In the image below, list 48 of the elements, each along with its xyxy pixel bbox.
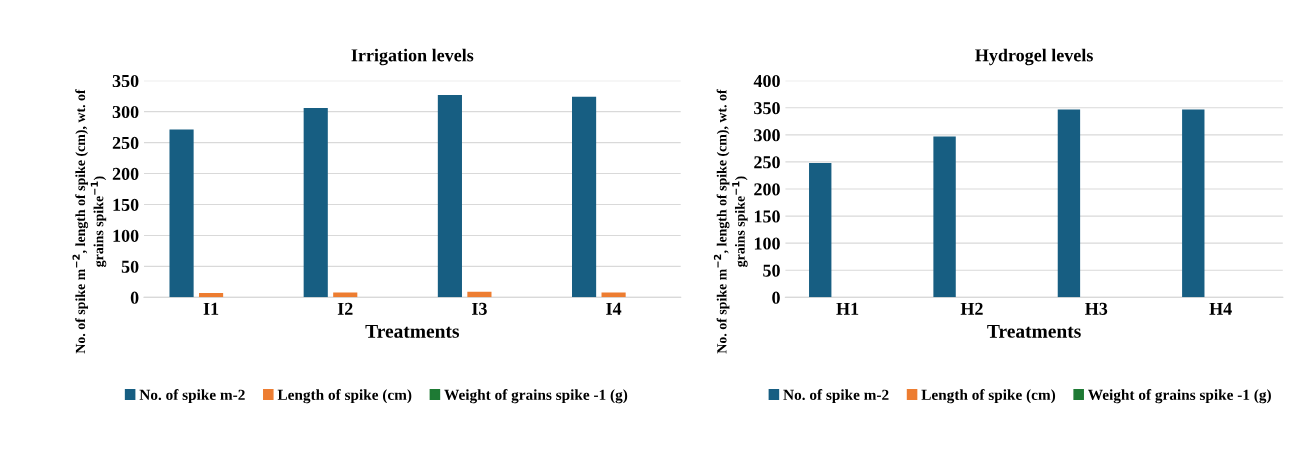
y-tick-label: 300 <box>112 105 139 119</box>
y-tick-label: 200 <box>112 167 139 180</box>
y-tick-label: 150 <box>113 198 139 211</box>
x-tick-label: H1 <box>836 302 859 315</box>
y-tick-label: 100 <box>754 237 780 250</box>
y-tick-label: 0 <box>130 291 139 304</box>
bar <box>601 292 626 298</box>
legend-label: Weight of grains spike -1 (g) <box>1088 389 1271 404</box>
y-axis-title: No. of spike m$^{−2}$, length of spike (cm), wt. of grains spike$^{−1}$) <box>713 89 748 354</box>
y-tick-label: 50 <box>121 260 139 273</box>
y-tick-label: 350 <box>112 74 139 88</box>
x-tick-label: H4 <box>1209 302 1232 315</box>
x-axis-title: Treatments <box>365 324 460 338</box>
y-tick-label: 300 <box>754 129 780 142</box>
y-tick-label: 100 <box>113 229 139 242</box>
bar <box>809 163 832 298</box>
bar <box>333 292 358 298</box>
x-tick-label: I4 <box>606 302 622 315</box>
x-tick-label: I2 <box>337 302 353 315</box>
y-tick-label: 50 <box>763 264 780 277</box>
y-tick-label: 200 <box>754 183 780 196</box>
bar <box>169 129 194 298</box>
bar <box>572 96 597 298</box>
y-tick-label: 0 <box>772 291 780 304</box>
y-axis-title: No. of spike m$^{−2}$, length of spike (cm), wt. of grains spike$^{−1}$) <box>72 89 107 354</box>
bar <box>437 94 462 298</box>
bar <box>199 293 224 298</box>
x-tick-label: I3 <box>472 302 487 315</box>
x-axis-title: Treatments <box>987 324 1081 338</box>
bar <box>933 136 956 298</box>
legend-label: Length of spike (cm) <box>921 389 1056 404</box>
x-tick-label: H3 <box>1085 302 1108 315</box>
y-tick-label: 250 <box>112 136 139 150</box>
y-tick-label: 350 <box>754 102 780 115</box>
legend-label: No. of spike m-2 <box>139 389 245 404</box>
y-tick-label: 250 <box>754 156 780 169</box>
bar <box>303 107 328 298</box>
chart-title: Irrigation levels <box>351 48 474 66</box>
x-tick-label: I1 <box>203 302 219 315</box>
x-tick-label: H2 <box>960 302 983 315</box>
bar <box>1182 109 1205 298</box>
legend-label: Weight of grains spike -1 (g) <box>444 389 628 404</box>
chart-title: Hydrogel levels <box>975 48 1093 66</box>
legend-label: Length of spike (cm) <box>277 389 412 404</box>
y-tick-label: 400 <box>753 74 780 88</box>
legend-label: No. of spike m-2 <box>783 389 889 404</box>
bar <box>1057 109 1081 298</box>
y-tick-label: 150 <box>754 210 780 223</box>
